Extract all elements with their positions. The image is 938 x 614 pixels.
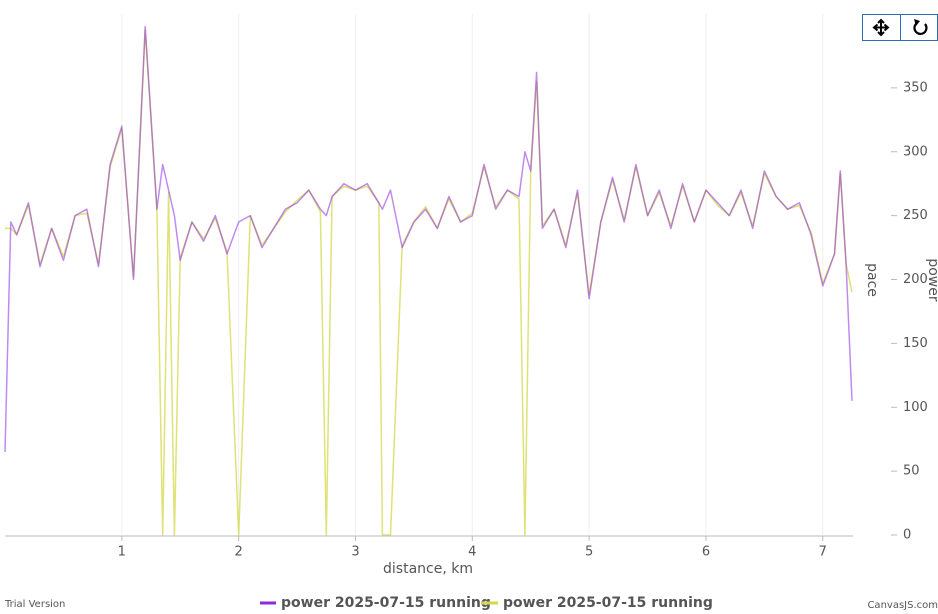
y-tick-label: 0 bbox=[903, 528, 911, 543]
y-axis-title: pace bbox=[864, 263, 880, 297]
x-tick-label: 7 bbox=[819, 545, 827, 560]
footer-right: CanvasJS.com bbox=[867, 600, 938, 611]
y-tick-label: 350 bbox=[903, 80, 928, 95]
x-tick-label: 6 bbox=[702, 545, 710, 560]
y-tick-label: 300 bbox=[903, 144, 928, 159]
y-tick-label: 150 bbox=[903, 336, 928, 351]
x-tick-label: 2 bbox=[235, 545, 243, 560]
reset-button[interactable] bbox=[900, 14, 938, 41]
plot-area bbox=[4, 14, 853, 536]
legend-label: power 2025-07-15 running bbox=[281, 595, 491, 611]
y-tick-label: 100 bbox=[903, 400, 928, 415]
x-tick-label: 1 bbox=[118, 545, 126, 560]
reset-icon bbox=[913, 22, 928, 35]
y-tick-label: 250 bbox=[903, 208, 928, 223]
y-tick-label: 200 bbox=[903, 272, 928, 287]
series-line bbox=[4, 25, 853, 453]
footer-left: Trial Version bbox=[4, 599, 65, 610]
x-axis-title: distance, km bbox=[383, 561, 473, 577]
x-tick-label: 3 bbox=[351, 545, 359, 560]
y-tick-label: 50 bbox=[903, 464, 920, 479]
series-line bbox=[5, 29, 853, 536]
legend-label: power 2025-07-15 running bbox=[503, 595, 713, 611]
y-axis-title: power bbox=[925, 258, 938, 302]
toolbar bbox=[862, 14, 938, 41]
x-tick-label: 4 bbox=[468, 545, 476, 560]
pan-icon bbox=[872, 18, 890, 37]
reset-icon-arrow bbox=[914, 19, 920, 26]
x-tick-label: 5 bbox=[585, 545, 593, 560]
